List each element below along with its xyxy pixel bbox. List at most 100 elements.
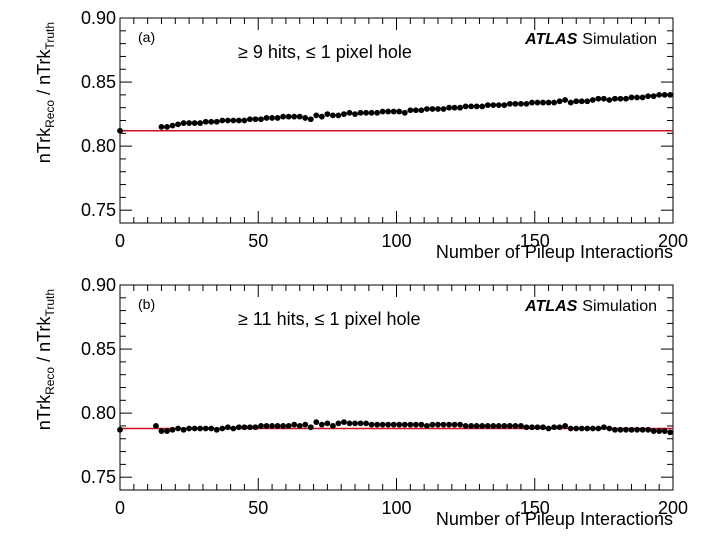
y-tick-label: 0.80 bbox=[81, 403, 116, 423]
data-point bbox=[473, 103, 480, 110]
x-tick-label: 200 bbox=[658, 498, 688, 518]
data-point bbox=[573, 425, 580, 432]
data-point bbox=[363, 109, 369, 116]
data-point bbox=[600, 424, 607, 431]
data-point bbox=[495, 423, 502, 429]
data-point bbox=[595, 425, 602, 432]
data-point bbox=[440, 106, 447, 112]
data-point bbox=[324, 420, 331, 427]
data-point bbox=[429, 106, 436, 112]
y-axis-title-part: / nTrk bbox=[34, 49, 54, 100]
data-point bbox=[612, 426, 618, 433]
selection-cut-label: ≥ 9 hits, ≤ 1 pixel hole bbox=[238, 42, 412, 62]
data-point bbox=[352, 420, 358, 427]
data-point bbox=[457, 421, 463, 428]
data-point bbox=[407, 107, 414, 114]
y-axis-title-part: Reco bbox=[43, 100, 57, 128]
data-point bbox=[164, 124, 170, 130]
x-tick-label: 0 bbox=[115, 231, 125, 251]
data-point bbox=[285, 113, 292, 120]
data-point bbox=[296, 113, 303, 120]
data-point bbox=[451, 104, 458, 111]
data-point bbox=[573, 98, 580, 105]
chart-panel-b: 0 50 100 150 200 0.75 0.80 0.85 0.90 Number of Pi… bbox=[34, 275, 688, 529]
data-point bbox=[213, 426, 220, 433]
data-point bbox=[440, 421, 447, 428]
data-point bbox=[379, 421, 386, 428]
x-tick-label: 150 bbox=[520, 231, 550, 251]
data-point bbox=[191, 120, 198, 126]
data-point bbox=[291, 113, 298, 120]
data-point bbox=[324, 111, 331, 117]
atlas-label-simulation: Simulation bbox=[582, 298, 657, 315]
data-point bbox=[385, 108, 392, 115]
data-point bbox=[313, 112, 320, 119]
atlas-label-simulation: Simulation bbox=[582, 31, 657, 48]
data-point bbox=[208, 118, 215, 125]
data-point bbox=[258, 116, 264, 123]
data-point bbox=[412, 421, 419, 428]
data-point bbox=[512, 423, 519, 429]
data-point bbox=[346, 109, 353, 116]
data-point bbox=[357, 109, 364, 116]
x-tick-label: 0 bbox=[115, 498, 125, 518]
data-point bbox=[540, 424, 546, 431]
data-point bbox=[390, 108, 397, 115]
data-point bbox=[435, 421, 441, 428]
atlas-label: ATLAS Simulation bbox=[524, 298, 657, 315]
data-point bbox=[468, 103, 475, 110]
data-point bbox=[341, 111, 347, 117]
data-point bbox=[661, 91, 668, 98]
data-point bbox=[208, 425, 215, 432]
data-point bbox=[462, 103, 469, 110]
data-point bbox=[169, 426, 176, 433]
data-point bbox=[252, 424, 259, 431]
data-point bbox=[169, 122, 176, 129]
data-point bbox=[191, 425, 198, 432]
y-tick-label: 0.90 bbox=[81, 275, 116, 295]
data-point bbox=[407, 421, 414, 428]
data-point bbox=[501, 102, 508, 109]
data-point bbox=[656, 428, 663, 434]
data-point bbox=[401, 109, 408, 116]
data-point bbox=[230, 117, 237, 124]
atlas-label: ATLAS Simulation bbox=[524, 31, 657, 48]
data-point bbox=[479, 423, 486, 429]
data-point bbox=[274, 423, 281, 429]
data-point bbox=[484, 102, 491, 109]
data-point bbox=[363, 420, 369, 427]
data-point bbox=[484, 423, 491, 429]
data-point bbox=[186, 120, 193, 126]
data-point bbox=[656, 91, 663, 98]
data-point bbox=[534, 99, 541, 106]
data-point bbox=[258, 423, 264, 429]
data-point bbox=[164, 428, 170, 434]
data-point bbox=[318, 421, 325, 428]
data-point bbox=[529, 424, 535, 431]
data-point bbox=[385, 421, 392, 428]
data-point bbox=[584, 98, 591, 105]
data-point bbox=[247, 116, 253, 123]
data-point bbox=[330, 112, 336, 119]
data-point bbox=[247, 424, 253, 431]
data-point bbox=[241, 117, 248, 124]
data-point bbox=[578, 425, 585, 432]
data-point bbox=[401, 421, 408, 428]
data-point bbox=[219, 425, 226, 432]
panel-label: (b) bbox=[138, 296, 155, 312]
data-point bbox=[551, 99, 558, 106]
data-point bbox=[562, 97, 569, 103]
data-point bbox=[368, 109, 375, 116]
data-point bbox=[540, 99, 546, 106]
y-tick-label: 0.75 bbox=[81, 467, 116, 487]
data-point bbox=[667, 429, 674, 436]
data-point bbox=[556, 98, 563, 105]
y-tick-label: 0.85 bbox=[81, 72, 116, 92]
data-point bbox=[518, 423, 524, 429]
y-axis-title-part: Reco bbox=[43, 367, 57, 395]
y-tick-label: 0.75 bbox=[81, 200, 116, 220]
data-point bbox=[230, 425, 237, 432]
data-point bbox=[235, 424, 242, 431]
x-tick-label: 100 bbox=[381, 498, 411, 518]
